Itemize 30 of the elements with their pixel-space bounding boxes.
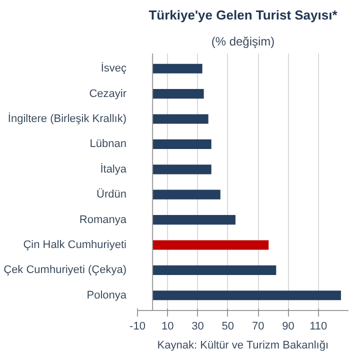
bar	[152, 240, 269, 250]
y-tick-label: İsveç	[100, 62, 127, 75]
x-tick-label: 30	[192, 320, 204, 332]
text: Kaynak: Kültür ve Turizm Bakanlığı	[157, 340, 328, 352]
bar	[152, 215, 236, 225]
bar	[152, 64, 202, 74]
bar	[152, 114, 208, 124]
y-tick-label: Lübnan	[90, 138, 127, 150]
y-tick-label: Polonya	[86, 289, 128, 302]
chart-title: Türkiye'ye Gelen Turist Sayısı*	[148, 8, 338, 22]
x-tick-label: 70	[252, 320, 264, 332]
bar	[152, 290, 341, 300]
y-tick-label: Çin Halk Cumhuriyeti	[23, 238, 127, 251]
x-tick-label: 110	[310, 320, 328, 332]
y-tick-label: Cezayir	[89, 88, 127, 100]
y-tick-label: İngiltere (Birleşik Krallık)	[8, 112, 127, 126]
x-tick-label: 10	[162, 320, 174, 332]
y-tick-label: Romanya	[79, 214, 128, 226]
bar	[152, 265, 276, 275]
bar	[152, 139, 212, 149]
bar	[152, 190, 220, 200]
y-tick-label: İtalya	[100, 162, 128, 176]
chart-subtitle: (% değişim)	[211, 34, 275, 48]
x-tick-label: 50	[222, 320, 234, 332]
x-tick-label: -10	[130, 320, 146, 332]
bar	[152, 89, 204, 99]
y-tick-label: Ürdün	[96, 188, 127, 201]
x-tick-label: 90	[282, 320, 294, 332]
bar	[152, 164, 212, 174]
y-tick-label: Çek Cumhuriyeti (Çekya)	[4, 264, 127, 276]
